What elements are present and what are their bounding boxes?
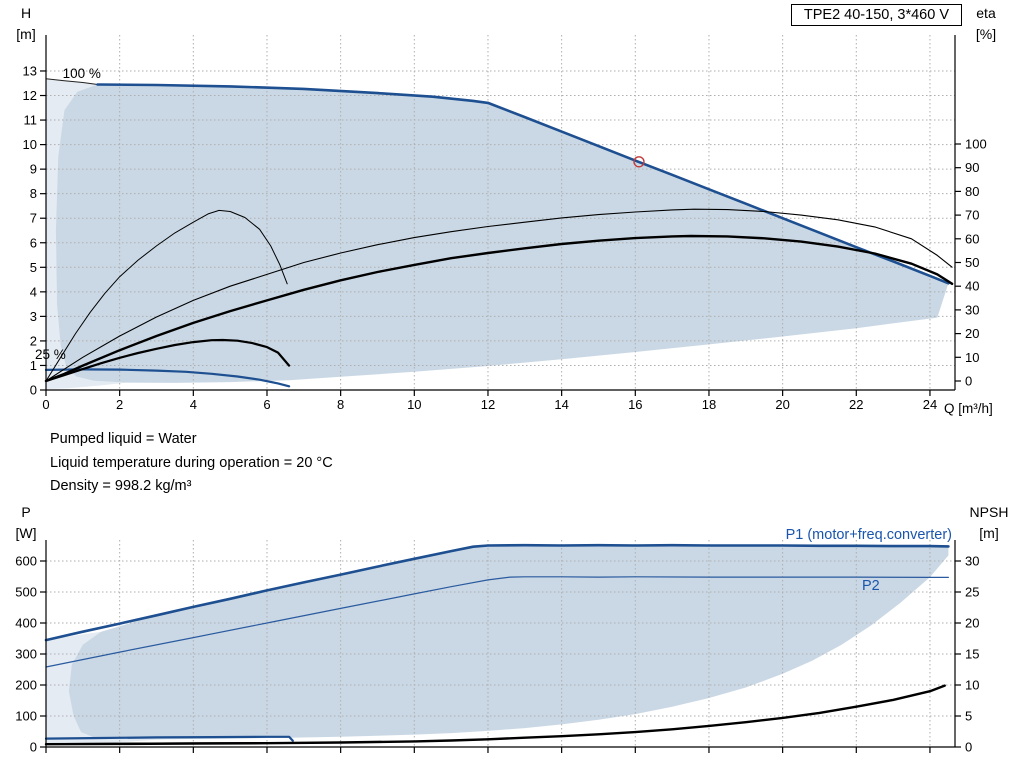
left-axis-tick-label: 11 xyxy=(24,113,38,128)
eta-axis-unit: [%] xyxy=(975,26,997,42)
x-axis-tick-label: 16 xyxy=(628,397,642,412)
right-axis-tick-label: 30 xyxy=(965,302,979,317)
left-axis-tick-label: 10 xyxy=(23,137,37,152)
speed-annotation: 100 % xyxy=(63,66,101,81)
eta-axis-symbol: eta xyxy=(976,5,996,21)
operating-band xyxy=(55,84,949,383)
x-axis-tick-label: 22 xyxy=(849,397,863,412)
x-axis-tick-label: 0 xyxy=(42,397,49,412)
right-axis-tick-label: 10 xyxy=(965,678,979,693)
right-axis-tick-label: 20 xyxy=(965,616,979,631)
x-axis-tick-label: 4 xyxy=(190,397,197,412)
head-axis-symbol: H xyxy=(20,5,32,21)
eta-curve-pump-thin xyxy=(45,208,953,382)
left-axis-tick-label: 12 xyxy=(23,88,37,103)
head-axis-unit: [m] xyxy=(16,26,36,42)
right-axis-tick-label: 30 xyxy=(965,554,979,569)
right-axis-tick-label: 0 xyxy=(965,740,972,755)
duty-point-marker xyxy=(633,156,645,168)
p1-curve xyxy=(44,543,950,642)
power-band-pale xyxy=(46,631,164,746)
curve-100pct-speed xyxy=(96,83,950,285)
p1-curve-label: P1 (motor+freq.converter) xyxy=(785,527,952,543)
x-axis-tick-label: 8 xyxy=(337,397,344,412)
right-axis-tick-label: 20 xyxy=(965,326,979,341)
speed-annotation: 25 % xyxy=(35,347,66,362)
eta-curve-total-thick xyxy=(44,234,954,383)
info-density: Density = 998.2 kg/m³ xyxy=(50,478,192,494)
power-axis-label: P [W] xyxy=(4,502,48,544)
left-axis-tick-label: 5 xyxy=(30,260,37,275)
left-axis-tick-label: 600 xyxy=(15,554,37,569)
left-axis-tick-label: 1 xyxy=(30,358,37,373)
info-liquid-temperature: Liquid temperature during operation = 20… xyxy=(50,454,333,471)
left-axis-tick-label: 9 xyxy=(30,162,37,177)
right-axis-tick-label: 15 xyxy=(965,647,979,662)
x-axis-tick-label: 18 xyxy=(702,397,716,412)
power-npsh-chart: 0 100 200 300 400 500 600 0 5 10 15 20 25 30 xyxy=(15,540,979,755)
left-axis-tick-label: 200 xyxy=(15,678,37,693)
x-axis-tick-label: 14 xyxy=(554,397,568,412)
eta-axis-label: eta [%] xyxy=(968,3,1004,45)
right-axis-tick-label: 40 xyxy=(965,279,979,294)
liquid-info-block: Pumped liquid = Water Liquid temperature… xyxy=(50,428,333,499)
head-capacity-chart: 0123456789101112130102030405060708090100… xyxy=(23,35,987,412)
right-axis-tick-label: 10 xyxy=(965,350,979,365)
left-axis-tick-label: 300 xyxy=(15,647,37,662)
x-axis-tick-label: 12 xyxy=(481,397,495,412)
head-axis-label: H [m] xyxy=(8,3,44,45)
operating-band-pale xyxy=(46,78,127,390)
power-axis-symbol: P xyxy=(21,504,31,520)
left-axis-tick-label: 400 xyxy=(15,616,37,631)
right-axis-tick-label: 70 xyxy=(965,208,979,223)
curve-25pct-speed xyxy=(44,368,291,388)
power-band xyxy=(68,545,949,740)
x-axis-tick-label: 24 xyxy=(923,397,937,412)
left-axis-tick-label: 500 xyxy=(15,585,37,600)
left-axis-tick-label: 100 xyxy=(15,709,37,724)
envelope-top-thin-line xyxy=(45,78,99,85)
npsh-curve xyxy=(44,684,946,746)
flow-axis-unit: Q [m³/h] xyxy=(944,401,993,416)
right-axis-tick-label: 80 xyxy=(965,184,979,199)
p1-low-speed-curve xyxy=(44,735,294,742)
right-axis-tick-label: 5 xyxy=(965,709,972,724)
left-axis-tick-label: 3 xyxy=(30,309,37,324)
left-axis-tick-label: 8 xyxy=(30,186,37,201)
x-axis-tick-label: 2 xyxy=(116,397,123,412)
x-axis-tick-label: 6 xyxy=(263,397,270,412)
left-axis-tick-label: 0 xyxy=(30,740,37,755)
left-axis-tick-label: 13 xyxy=(23,63,37,78)
p2-curve-label: P2 xyxy=(862,578,880,594)
npsh-axis-unit: [m] xyxy=(979,525,999,541)
eta-curve-pump-low-speed xyxy=(45,209,288,382)
right-axis-tick-label: 50 xyxy=(965,255,979,270)
left-axis-tick-label: 2 xyxy=(30,333,37,348)
right-axis-tick-label: 100 xyxy=(965,137,987,152)
eta-curve-total-low-speed xyxy=(44,338,291,383)
left-axis-tick-label: 6 xyxy=(30,235,37,250)
pump-title-box: TPE2 40-150, 3*460 V xyxy=(790,4,962,26)
npsh-axis-label: NPSH [m] xyxy=(960,502,1018,544)
left-axis-tick-label: 4 xyxy=(30,284,37,299)
right-axis-tick-label: 90 xyxy=(965,160,979,175)
right-axis-tick-label: 0 xyxy=(965,374,972,389)
left-axis-tick-label: 0 xyxy=(30,383,37,398)
x-axis-tick-label: 10 xyxy=(407,397,421,412)
right-axis-tick-label: 60 xyxy=(965,231,979,246)
left-axis-tick-label: 7 xyxy=(30,211,37,226)
p2-curve xyxy=(45,576,950,668)
x-axis-tick-label: 20 xyxy=(775,397,789,412)
info-pumped-liquid: Pumped liquid = Water xyxy=(50,431,197,447)
right-axis-tick-label: 25 xyxy=(965,585,979,600)
npsh-axis-symbol: NPSH xyxy=(969,504,1009,520)
power-axis-unit: [W] xyxy=(15,525,37,541)
